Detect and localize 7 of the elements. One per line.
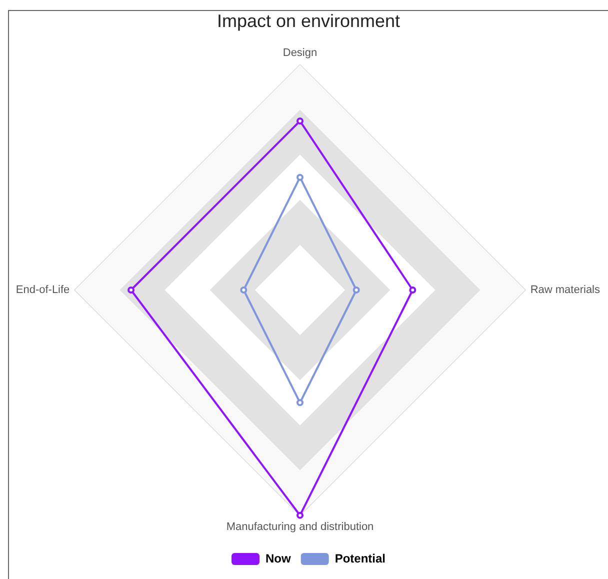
chart-title: Impact on environment xyxy=(216,10,400,31)
spoke-label: Design xyxy=(282,47,318,60)
spoke-label: End-of-Life xyxy=(16,284,70,296)
spoke-label: Manufacturing and distribution xyxy=(226,520,374,533)
legend-label: Now xyxy=(266,551,292,566)
legend-label: Potential xyxy=(334,551,386,566)
spoke-label: Raw materials xyxy=(530,284,600,296)
